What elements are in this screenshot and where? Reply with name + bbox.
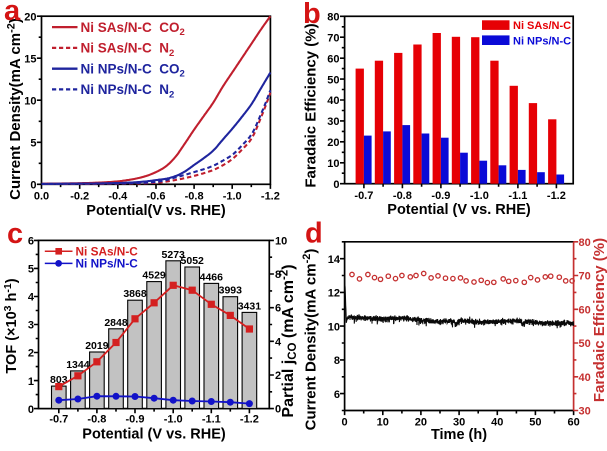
svg-text:Ni SAs/N-C N2: Ni SAs/N-C N2	[81, 41, 175, 59]
svg-text:0.0: 0.0	[34, 191, 49, 203]
svg-text:-1.0: -1.0	[223, 191, 242, 203]
svg-text:6: 6	[334, 389, 340, 401]
svg-text:5: 5	[30, 138, 36, 150]
svg-text:4: 4	[275, 336, 282, 348]
svg-text:2: 2	[28, 348, 34, 360]
svg-text:c: c	[7, 218, 23, 250]
svg-text:Ni NPs/N-C: Ni NPs/N-C	[513, 35, 571, 47]
svg-text:15: 15	[24, 53, 36, 65]
svg-text:-1.2: -1.2	[240, 414, 259, 426]
svg-text:30: 30	[453, 417, 465, 429]
svg-text:0: 0	[342, 417, 348, 429]
svg-text:14: 14	[328, 254, 341, 266]
svg-text:2: 2	[275, 370, 281, 382]
svg-text:-0.7: -0.7	[49, 414, 68, 426]
svg-text:-0.8: -0.8	[393, 190, 412, 202]
svg-text:30: 30	[579, 406, 591, 418]
svg-text:TOF (×103 h-1): TOF (×103 h-1)	[2, 278, 20, 373]
svg-text:20: 20	[24, 11, 36, 23]
svg-text:0: 0	[275, 404, 281, 416]
svg-text:Ni SAs/N-C: Ni SAs/N-C	[513, 20, 571, 32]
svg-text:70: 70	[327, 32, 339, 44]
svg-text:10: 10	[24, 96, 36, 108]
svg-text:10: 10	[327, 158, 339, 170]
svg-text:60: 60	[327, 53, 339, 65]
svg-text:b: b	[303, 0, 321, 30]
svg-text:0: 0	[28, 404, 34, 416]
svg-text:80: 80	[327, 12, 339, 24]
svg-text:-1.1: -1.1	[508, 190, 527, 202]
svg-text:Current Density(mA cm-2): Current Density(mA cm-2)	[301, 249, 320, 431]
svg-text:8: 8	[275, 269, 281, 281]
svg-text:-0.9: -0.9	[126, 414, 145, 426]
svg-text:80: 80	[579, 237, 591, 249]
svg-text:20: 20	[415, 417, 427, 429]
svg-text:-0.7: -0.7	[354, 190, 373, 202]
svg-text:Potential (V vs. RHE): Potential (V vs. RHE)	[82, 427, 226, 443]
svg-text:-0.4: -0.4	[108, 191, 128, 203]
svg-text:-1.2: -1.2	[547, 190, 566, 202]
svg-text:Ni NPs/N-C: Ni NPs/N-C	[76, 257, 139, 271]
svg-text:4: 4	[28, 292, 35, 304]
svg-text:Faradaic Efficiency (%): Faradaic Efficiency (%)	[303, 23, 320, 187]
svg-text:60: 60	[579, 304, 591, 316]
svg-text:40: 40	[491, 417, 503, 429]
svg-text:50: 50	[327, 74, 339, 86]
svg-text:Ni NPs/N-C CO2: Ni NPs/N-C CO2	[81, 61, 185, 79]
svg-text:50: 50	[579, 338, 591, 350]
svg-text:5273: 5273	[162, 249, 186, 261]
svg-text:70: 70	[579, 271, 591, 283]
svg-text:1: 1	[28, 376, 34, 388]
svg-text:Partial jCO (mA cm-2): Partial jCO (mA cm-2)	[279, 264, 300, 417]
svg-text:3993: 3993	[219, 285, 243, 297]
svg-text:-0.8: -0.8	[185, 191, 204, 203]
svg-text:1344: 1344	[66, 359, 90, 371]
svg-text:5052: 5052	[181, 255, 205, 267]
svg-text:Current Density(mA cm-2): Current Density(mA cm-2)	[6, 18, 25, 200]
svg-text:6: 6	[28, 236, 34, 248]
svg-text:Faradaic Efficiency (%): Faradaic Efficiency (%)	[591, 238, 607, 402]
svg-text:30: 30	[327, 116, 339, 128]
svg-text:0: 0	[30, 180, 36, 192]
svg-text:60: 60	[567, 417, 579, 429]
svg-text:50: 50	[529, 417, 541, 429]
svg-text:4529: 4529	[142, 270, 166, 282]
svg-text:Ni NPs/N-C N2: Ni NPs/N-C N2	[81, 82, 175, 100]
svg-text:Time (h): Time (h)	[431, 427, 487, 443]
svg-text:2019: 2019	[85, 340, 109, 352]
svg-text:-1.2: -1.2	[261, 191, 280, 203]
svg-text:-0.8: -0.8	[87, 414, 106, 426]
svg-text:3868: 3868	[123, 288, 147, 300]
svg-text:Ni SAs/N-C CO2: Ni SAs/N-C CO2	[81, 20, 185, 38]
svg-text:12: 12	[328, 288, 340, 300]
svg-text:Potential (V vs. RHE): Potential (V vs. RHE)	[387, 202, 531, 218]
svg-text:-0.2: -0.2	[70, 191, 89, 203]
svg-text:5: 5	[28, 264, 34, 276]
svg-text:-1.0: -1.0	[164, 414, 183, 426]
svg-text:10: 10	[275, 235, 287, 247]
svg-text:10: 10	[377, 417, 389, 429]
svg-text:6: 6	[275, 303, 281, 315]
svg-text:40: 40	[579, 372, 591, 384]
svg-text:d: d	[305, 217, 323, 249]
svg-text:-1.1: -1.1	[202, 414, 221, 426]
svg-text:20: 20	[327, 137, 339, 149]
svg-text:4466: 4466	[200, 271, 224, 283]
svg-text:40: 40	[327, 95, 339, 107]
svg-text:a: a	[4, 0, 21, 27]
svg-text:3: 3	[28, 320, 34, 332]
svg-text:-1.0: -1.0	[470, 190, 489, 202]
svg-text:8: 8	[334, 355, 340, 367]
svg-text:Potential(V vs. RHE): Potential(V vs. RHE)	[86, 203, 226, 219]
svg-text:2848: 2848	[104, 317, 128, 329]
svg-text:-0.6: -0.6	[147, 191, 166, 203]
svg-text:3431: 3431	[238, 300, 262, 312]
svg-text:-0.9: -0.9	[431, 190, 450, 202]
svg-text:Ni SAs/N-C: Ni SAs/N-C	[76, 245, 139, 259]
svg-text:10: 10	[328, 321, 340, 333]
svg-text:0: 0	[333, 179, 339, 191]
